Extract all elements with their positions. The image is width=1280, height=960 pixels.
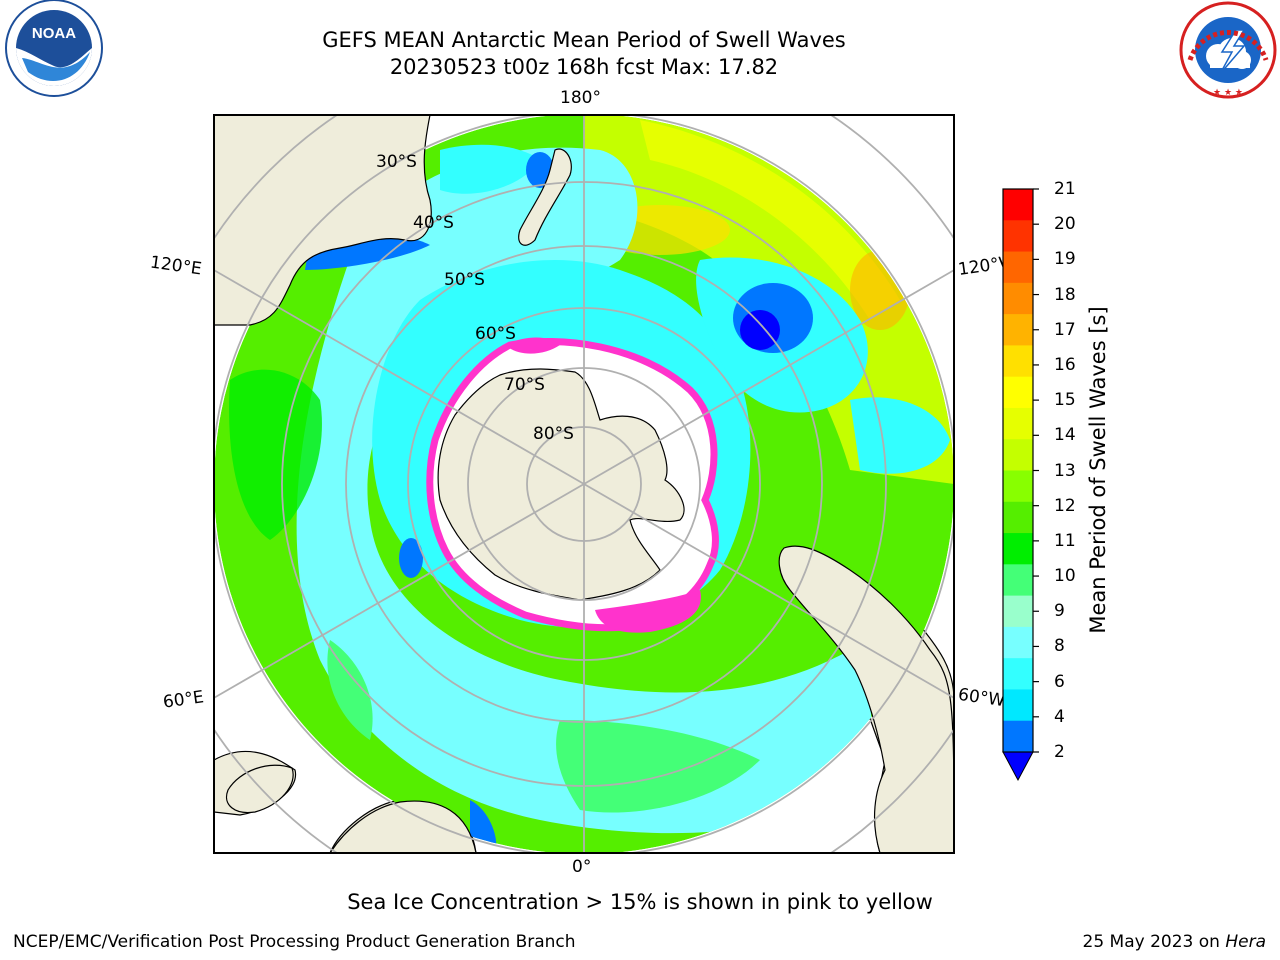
colorbar-block: [1003, 251, 1033, 284]
madagascar: [226, 764, 294, 814]
colorbar-tick-label: 4: [1054, 706, 1065, 727]
colorbar-block: [1003, 720, 1033, 753]
colorbar-block: [1003, 564, 1033, 597]
colorbar-block: [1003, 626, 1033, 659]
colorbar-tick-label: 19: [1054, 249, 1076, 270]
colorbar-block: [1003, 189, 1033, 221]
parallel-label-80s: 80°S: [533, 424, 574, 444]
meridian-label-180: 180°: [560, 88, 601, 108]
colorbar-tick-label: 2: [1054, 742, 1065, 762]
colorbar-extend-arrow: [1002, 751, 1034, 782]
new-zealand: [518, 148, 572, 246]
colorbar-tick-label: 10: [1054, 566, 1076, 587]
colorbar-block: [1003, 470, 1033, 503]
colorbar-tick-label: 16: [1054, 354, 1076, 375]
nws-stars: ★ ★ ★: [1213, 88, 1243, 98]
colorbar-tick-label: 20: [1054, 214, 1076, 235]
graticule: [214, 115, 954, 853]
colorbar-block: [1003, 658, 1033, 690]
colorbar-tick-label: 9: [1054, 601, 1065, 622]
nws-logo: ★ ★ ★: [1179, 1, 1277, 99]
colorbar-tick-label: 13: [1054, 460, 1076, 481]
map-frame: [213, 114, 955, 854]
colorbar-block: [1003, 220, 1033, 253]
footer-branch: NCEP/EMC/Verification Post Processing Pr…: [13, 932, 576, 952]
sea-ice-edge-top: [505, 337, 560, 354]
africa-tip: [329, 800, 477, 853]
colorbar-tick-label: 15: [1054, 390, 1076, 411]
chart-subtitle: 20230523 t00z 168h fcst Max: 17.82: [389, 55, 779, 79]
parallel-label-60s: 60°S: [475, 324, 516, 344]
colorbar-block: [1003, 501, 1033, 534]
colorbar-tick-label: 21: [1054, 179, 1076, 199]
footer-date: 25 May 2023 on Hera: [1083, 932, 1267, 952]
meridian-label-0: 0°: [572, 857, 592, 877]
parallel-label-40s: 40°S: [413, 213, 454, 233]
antarctica-landmass: [437, 368, 685, 601]
colorbar: [1002, 188, 1039, 782]
colorbar-tick-label: 8: [1054, 636, 1065, 657]
colorbar-block: [1003, 376, 1033, 409]
colorbar-tick-label: 11: [1054, 530, 1076, 551]
colorbar-block: [1003, 689, 1033, 722]
colorbar-tick-label: 18: [1054, 284, 1076, 305]
parallel-label-50s: 50°S: [444, 270, 485, 290]
colorbar-block: [1003, 439, 1033, 471]
colorbar-block: [1003, 407, 1033, 440]
colorbar-block: [1003, 345, 1033, 378]
sea-ice-edge-thick: [595, 590, 701, 633]
noaa-logo: NOAA: [5, 0, 103, 97]
chart-title: GEFS MEAN Antarctic Mean Period of Swell…: [322, 28, 846, 52]
noaa-logo-text: NOAA: [32, 25, 76, 42]
footer-host: Hera: [1225, 932, 1266, 952]
colorbar-tick-label: 6: [1054, 671, 1065, 692]
colorbar-tick-label: 17: [1054, 319, 1076, 340]
footer-date-text: 25 May 2023 on: [1082, 932, 1226, 952]
colorbar-block: [1003, 314, 1033, 346]
sea-ice-footnote: Sea Ice Concentration > 15% is shown in …: [347, 890, 933, 914]
colorbar-block: [1003, 282, 1033, 315]
colorbar-tick-label: 14: [1054, 425, 1076, 446]
parallel-label-70s: 70°S: [504, 375, 545, 395]
colorbar-block: [1003, 595, 1033, 628]
parallel-label-30s: 30°S: [376, 152, 417, 172]
colorbar-block: [1003, 533, 1033, 565]
colorbar-title: Mean Period of Swell Waves [s]: [1086, 306, 1110, 634]
colorbar-tick-label: 12: [1054, 495, 1076, 516]
